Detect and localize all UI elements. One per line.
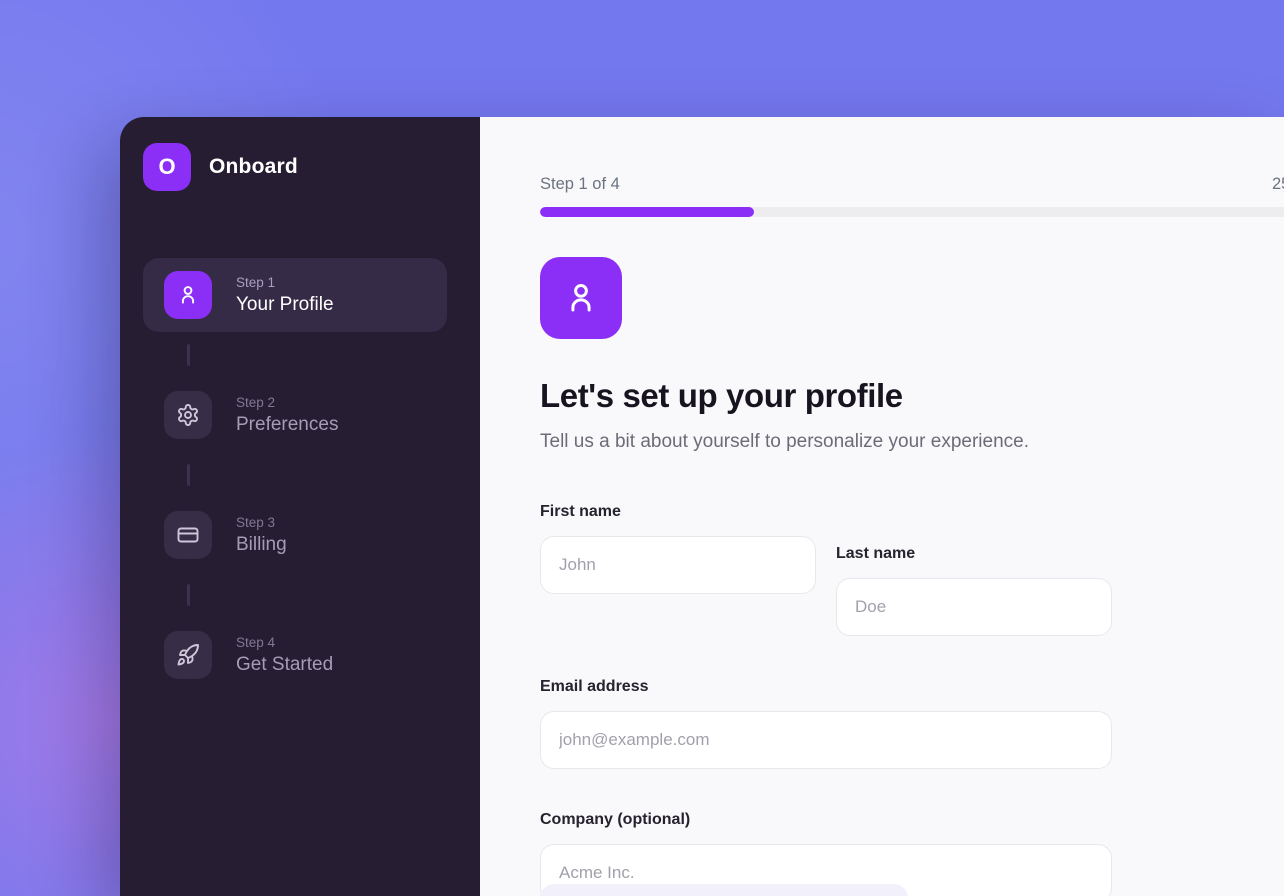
- progress-header: Step 1 of 4 25%: [540, 175, 1284, 194]
- last-name-field-group: Last name: [836, 545, 1112, 636]
- step-title: Billing: [236, 533, 287, 555]
- email-field-group: Email address: [540, 678, 1112, 769]
- step-connector: [187, 344, 190, 366]
- last-name-label: Last name: [836, 545, 916, 562]
- step-label: Step 1: [236, 274, 276, 290]
- step-label: Step 4: [236, 634, 276, 650]
- step-title: Get Started: [236, 653, 334, 675]
- first-name-input[interactable]: [540, 536, 816, 594]
- name-fields-row: First name Last name: [540, 503, 1112, 636]
- progress-bar-track: [540, 207, 1284, 217]
- step-meta: Step 2 Preferences: [236, 395, 338, 436]
- first-name-field-group: First name: [540, 503, 816, 636]
- progress-section: Step 1 of 4 25%: [540, 175, 1284, 217]
- sidebar-step-your-profile[interactable]: Step 1 Your Profile: [143, 258, 447, 332]
- company-label: Company (optional): [540, 811, 691, 828]
- step-connector: [187, 464, 190, 486]
- brand-logo-letter: O: [158, 154, 176, 179]
- sidebar-step-preferences[interactable]: Step 2 Preferences: [143, 378, 447, 452]
- brand-logo: O: [143, 143, 191, 191]
- step-connector: [187, 584, 190, 606]
- sidebar-step-get-started[interactable]: Step 4 Get Started: [143, 618, 447, 692]
- brand-name: Onboard: [209, 155, 298, 178]
- step-title: Your Profile: [236, 293, 334, 315]
- progress-step-label: Step 1 of 4: [540, 175, 620, 193]
- progress-percent-label: 25%: [1271, 175, 1284, 193]
- user-icon: [164, 271, 212, 319]
- step-title: Preferences: [236, 413, 339, 435]
- step-label: Step 2: [236, 394, 276, 410]
- sidebar: O Onboard Step 1 Your Profile: [120, 117, 480, 896]
- page-title: Let's set up your profile: [540, 377, 903, 414]
- gear-icon: [164, 391, 212, 439]
- steps-nav: Step 1 Your Profile Step 2 Preferences: [143, 258, 457, 692]
- sidebar-step-billing[interactable]: Step 3 Billing: [143, 498, 447, 572]
- main-content: Step 1 of 4 25% Let's set up your profil…: [480, 117, 1284, 896]
- email-input[interactable]: [540, 711, 1112, 769]
- progress-bar-fill: [540, 207, 755, 217]
- page-subtitle: Tell us a bit about yourself to personal…: [540, 431, 1029, 452]
- credit-card-icon: [164, 511, 212, 559]
- rocket-icon: [164, 631, 212, 679]
- step-meta: Step 3 Billing: [236, 515, 287, 556]
- cropped-bottom-element[interactable]: [540, 884, 908, 896]
- profile-form: First name Last name Email address Compa…: [540, 503, 1112, 896]
- user-icon: [540, 257, 622, 339]
- email-label: Email address: [540, 678, 649, 695]
- step-meta: Step 4 Get Started: [236, 635, 333, 676]
- onboarding-window: O Onboard Step 1 Your Profile: [120, 117, 1284, 896]
- step-label: Step 3: [236, 514, 276, 530]
- last-name-input[interactable]: [836, 578, 1112, 636]
- first-name-label: First name: [540, 503, 621, 520]
- step-meta: Step 1 Your Profile: [236, 275, 334, 316]
- brand: O Onboard: [143, 143, 457, 191]
